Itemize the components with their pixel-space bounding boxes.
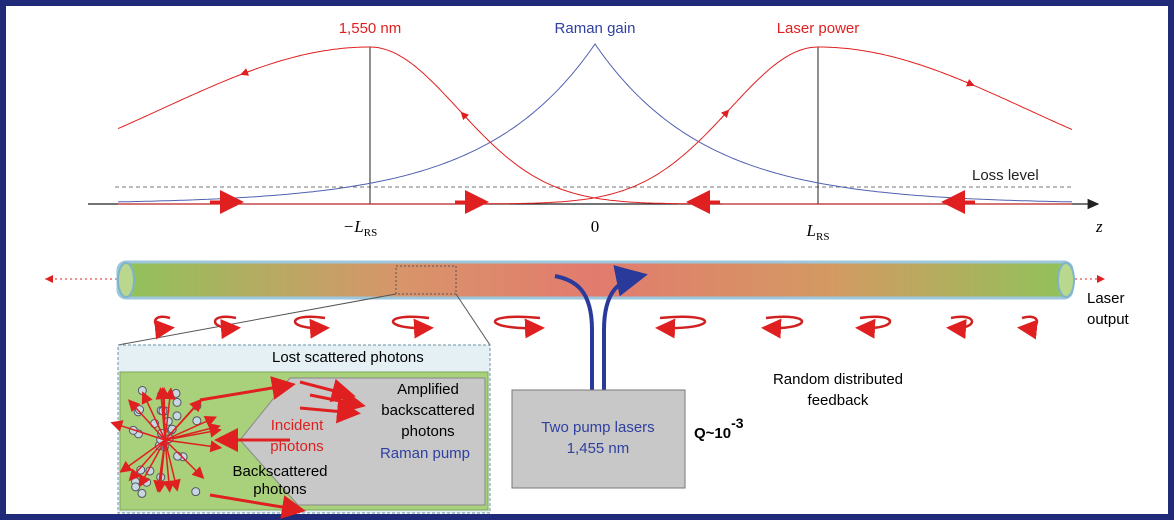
label-sub: RS: [816, 231, 829, 243]
pump-region: [239, 377, 486, 506]
label-base: L: [806, 221, 816, 240]
power-label: Laser power: [777, 20, 860, 37]
amplified-label: Amplified backscattered photons: [381, 381, 474, 440]
pump-box-label: Two pump lasers 1,455 nm: [541, 419, 654, 457]
scatterer: [191, 487, 201, 497]
incident-label: Incident photons: [270, 417, 324, 455]
scatter-ray: [164, 439, 205, 479]
scatter-ray: [162, 439, 175, 493]
zoom-line: [455, 293, 491, 346]
scatter-ray: [164, 399, 203, 441]
fiber-end: [117, 262, 135, 298]
curl: [392, 315, 434, 339]
feedback-label: Random distributed feedback: [773, 371, 903, 409]
output-label: Laser: [1087, 290, 1125, 307]
feedback-curls: [153, 315, 1039, 340]
gain-curve: [117, 43, 1073, 203]
scatterer: [172, 411, 182, 421]
curl: [153, 315, 175, 340]
power-curve: [118, 46, 1073, 205]
curl: [1017, 315, 1039, 340]
line: photons: [253, 481, 306, 498]
line: Two pump lasers: [541, 419, 654, 436]
scatter-ray: [128, 439, 166, 482]
curl: [655, 315, 707, 339]
pump-box: [511, 389, 686, 489]
line: Amplified: [397, 381, 459, 398]
label-base: −L: [343, 217, 364, 236]
photon-arrow: [199, 376, 296, 402]
q-base: Q~10: [694, 425, 731, 442]
scatterer: [192, 416, 202, 426]
photon-arrow: [209, 493, 306, 519]
scatterer: [137, 488, 147, 498]
q-label: Q~10-3: [694, 415, 744, 442]
scatterer: [171, 388, 181, 398]
scatterer: [131, 482, 141, 492]
line: Incident: [271, 417, 324, 434]
curl: [493, 315, 545, 339]
fiber: [116, 260, 1074, 300]
fiber-end: [1057, 262, 1075, 298]
scatter-ray: [164, 439, 223, 453]
line: photons: [401, 423, 454, 440]
scatter-ray: [164, 422, 221, 441]
scatterer: [172, 397, 182, 407]
output-label: output: [1087, 311, 1130, 328]
scatter-ray: [155, 387, 168, 441]
backscattered-label: Backscattered photons: [232, 463, 327, 498]
scatter-ray: [141, 391, 166, 441]
line: backscattered: [381, 402, 474, 419]
gain-label: Raman gain: [555, 20, 636, 37]
scatter-ray: [164, 416, 218, 441]
pump-label: Raman pump: [380, 445, 470, 462]
curl: [214, 315, 241, 340]
scatterer: [137, 386, 147, 396]
scatterers: [110, 376, 366, 519]
photon-arrow: [299, 399, 361, 424]
scatter-ray: [139, 439, 166, 488]
zoom-box: [395, 265, 457, 295]
axis-label: LRS: [806, 221, 830, 243]
axis-label: −LRS: [343, 217, 377, 239]
plot: 1,550 nm Raman gain Laser power Loss lev…: [88, 20, 1103, 243]
flow-arrow: [964, 79, 975, 87]
curl: [855, 315, 892, 339]
loss-label: Loss level: [972, 167, 1039, 184]
scatter-ray: [154, 439, 167, 493]
axis-label: z: [1095, 217, 1103, 236]
flow-arrow: [240, 68, 251, 76]
flow-arrow: [719, 109, 730, 120]
curl: [761, 315, 803, 339]
curl: [293, 315, 330, 339]
line: 1,455 nm: [567, 440, 630, 457]
scatter-ray: [110, 420, 166, 441]
label-sub: RS: [364, 227, 377, 239]
scatter-ray: [164, 439, 181, 492]
lost-label: Lost scattered photons: [272, 349, 424, 366]
q-sup: -3: [731, 415, 744, 431]
line: photons: [270, 438, 323, 455]
line: Backscattered: [232, 463, 327, 480]
pump-fibers: [554, 276, 640, 390]
line: Random distributed: [773, 371, 903, 388]
curl: [946, 315, 973, 340]
line: feedback: [808, 392, 869, 409]
scatter-ray: [119, 439, 166, 473]
scatter-ray: [128, 399, 166, 441]
wavelength-label: 1,550 nm: [339, 20, 402, 37]
axis-label: 0: [591, 217, 600, 236]
flow-arrow: [460, 111, 471, 123]
scatterer: [163, 416, 173, 426]
